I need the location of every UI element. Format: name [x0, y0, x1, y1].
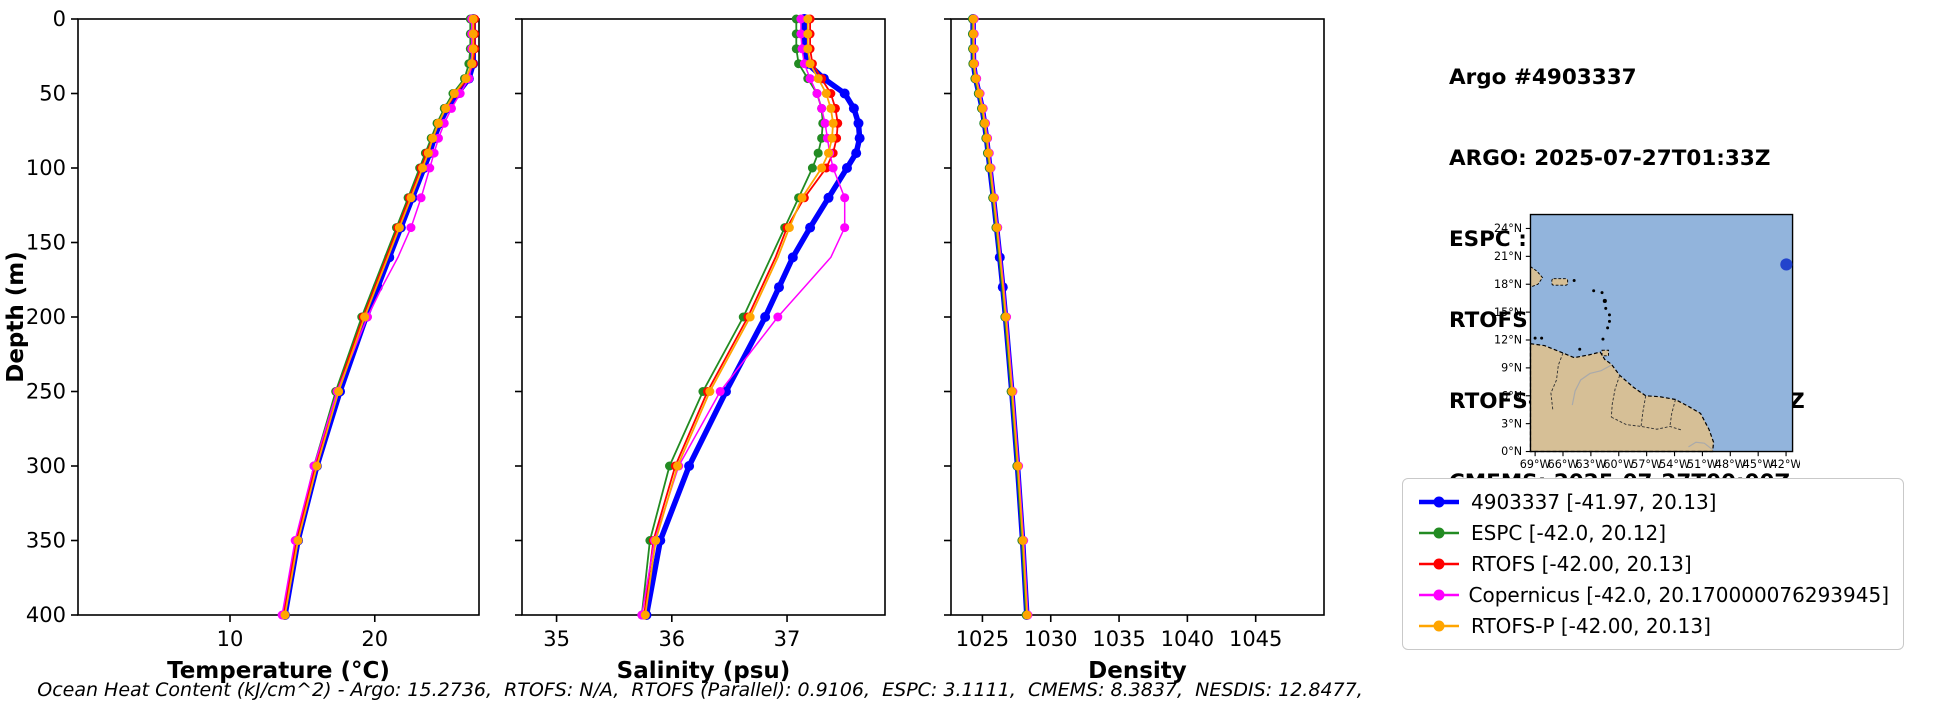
svg-text:45°W: 45°W — [1743, 458, 1774, 471]
svg-text:1035: 1035 — [1092, 627, 1145, 651]
legend-entry-rtofsp: RTOFS-P [-42.00, 20.13] — [1417, 613, 1889, 639]
svg-text:200: 200 — [26, 305, 66, 329]
svg-text:250: 250 — [26, 380, 66, 404]
svg-text:3°N: 3°N — [1501, 417, 1522, 430]
hispaniola-island — [1530, 265, 1544, 288]
legend-line-dot-icon — [1419, 620, 1459, 632]
svg-text:42°W: 42°W — [1771, 458, 1800, 471]
svg-text:0: 0 — [53, 7, 66, 31]
svg-text:57°W: 57°W — [1631, 458, 1662, 471]
map-frame — [1529, 213, 1794, 453]
info-line-argo: ARGO: 2025-07-27T01:33Z — [1449, 146, 1771, 171]
svg-text:1030: 1030 — [1024, 627, 1077, 651]
country-borders — [1550, 352, 1683, 431]
legend: 4903337 [-41.97, 20.13] ESPC [-42.0, 20.… — [1402, 478, 1904, 650]
legend-entry-espc: ESPC [-42.0, 20.12] — [1417, 520, 1889, 546]
svg-text:100: 100 — [26, 156, 66, 180]
svg-text:21°N: 21°N — [1494, 250, 1522, 263]
svg-text:6°N: 6°N — [1501, 389, 1522, 402]
svg-text:60°W: 60°W — [1603, 458, 1634, 471]
svg-text:69°W: 69°W — [1520, 458, 1551, 471]
legend-label: RTOFS [-42.00, 20.13] — [1471, 552, 1692, 576]
svg-text:1040: 1040 — [1161, 627, 1214, 651]
svg-text:18°N: 18°N — [1494, 278, 1522, 291]
svg-text:0°N: 0°N — [1501, 445, 1522, 458]
legend-label: RTOFS-P [-42.00, 20.13] — [1471, 614, 1711, 638]
orinoco-river — [1571, 364, 1612, 406]
puerto-rico-island — [1551, 278, 1569, 286]
legend-entry-argo: 4903337 [-41.97, 20.13] — [1417, 489, 1889, 515]
svg-text:48°W: 48°W — [1715, 458, 1746, 471]
legend-line-dot-icon — [1419, 558, 1459, 570]
location-map: 24°N 21°N 18°N 15°N 12°N 9°N 6°N 3°N 0°N69°W66°W… — [1494, 213, 1800, 471]
svg-text:37: 37 — [774, 627, 801, 651]
legend-line-dot-icon — [1419, 589, 1459, 601]
svg-text:Density: Density — [1088, 658, 1187, 684]
svg-text:150: 150 — [26, 231, 66, 255]
legend-line-dot-icon — [1419, 496, 1459, 508]
legend-label: ESPC [-42.0, 20.12] — [1471, 521, 1667, 545]
svg-text:9°N: 9°N — [1501, 362, 1522, 375]
temperature-profile-panel: 10 20050100150200250300350400Temperature … — [26, 7, 480, 684]
svg-text:1045: 1045 — [1229, 627, 1282, 651]
map-axis-ticks: 24°N 21°N 18°N 15°N 12°N 9°N 6°N 3°N 0°N69°W66°W… — [1494, 222, 1800, 471]
svg-text:20: 20 — [361, 627, 388, 651]
legend-entry-copernicus: Copernicus [-42.0, 20.170000076293945] — [1417, 582, 1889, 608]
svg-text:54°W: 54°W — [1659, 458, 1690, 471]
svg-text:51°W: 51°W — [1687, 458, 1718, 471]
svg-text:15°N: 15°N — [1494, 306, 1522, 319]
svg-text:10: 10 — [217, 627, 244, 651]
svg-text:400: 400 — [26, 603, 66, 627]
salinity-profile-panel: 35 36 37 Salinity (psu) — [515, 14, 886, 684]
density-profile-panel: 1025 1030 1035 1040 1045 Density — [944, 14, 1325, 684]
ohc-footnote: Ocean Heat Content (kJ/cm^2) - Argo: 15.… — [37, 679, 1363, 701]
svg-text:Salinity (psu): Salinity (psu) — [617, 658, 791, 684]
lesser-antilles-islands — [1533, 279, 1611, 351]
profile-plots: 10 20050100150200250300350400Temperature … — [26, 7, 1325, 684]
svg-text:24°N: 24°N — [1494, 222, 1522, 235]
svg-text:36: 36 — [658, 627, 685, 651]
svg-text:Temperature (°C): Temperature (°C) — [167, 658, 390, 684]
svg-text:50: 50 — [39, 82, 66, 106]
trinidad-island — [1601, 349, 1610, 357]
float-location-dot — [1780, 258, 1793, 271]
legend-label: 4903337 [-41.97, 20.13] — [1471, 490, 1717, 514]
svg-text:300: 300 — [26, 454, 66, 478]
svg-text:350: 350 — [26, 529, 66, 553]
south-america-landmass — [1529, 343, 1715, 453]
svg-text:12°N: 12°N — [1494, 334, 1522, 347]
legend-label: Copernicus [-42.0, 20.170000076293945] — [1468, 583, 1890, 607]
float-title: Argo #4903337 — [1449, 65, 1637, 90]
svg-text:63°W: 63°W — [1575, 458, 1606, 471]
svg-text:1025: 1025 — [956, 627, 1009, 651]
amazon-river — [1688, 441, 1714, 451]
legend-line-dot-icon — [1419, 527, 1459, 539]
svg-text:66°W: 66°W — [1548, 458, 1579, 471]
svg-text:35: 35 — [543, 627, 570, 651]
legend-entry-rtofs: RTOFS [-42.00, 20.13] — [1417, 551, 1889, 577]
